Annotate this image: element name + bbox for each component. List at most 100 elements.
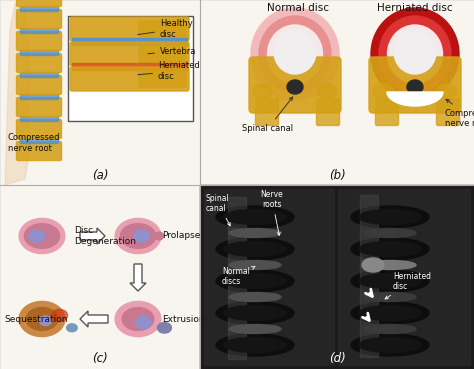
FancyBboxPatch shape [369,57,461,113]
Bar [72,38,187,45]
FancyBboxPatch shape [17,97,62,117]
Ellipse shape [373,84,393,98]
Ellipse shape [274,30,316,74]
Ellipse shape [364,261,416,269]
Ellipse shape [19,301,65,337]
Bar [228,197,246,359]
Ellipse shape [122,307,154,331]
Ellipse shape [224,241,286,256]
FancyArrow shape [80,228,105,244]
Ellipse shape [216,302,294,324]
Bar [20,6,58,11]
Bar [20,138,58,143]
Ellipse shape [216,206,294,228]
FancyBboxPatch shape [70,17,189,41]
Text: Prolapse: Prolapse [162,231,201,241]
FancyBboxPatch shape [70,42,189,66]
Ellipse shape [394,30,436,74]
FancyBboxPatch shape [70,67,189,91]
Ellipse shape [155,232,164,240]
Text: (c): (c) [92,352,108,365]
Text: (d): (d) [328,352,346,365]
FancyArrow shape [130,264,146,291]
Text: Sequestration: Sequestration [4,314,67,324]
Text: Vertebra: Vertebra [148,46,196,55]
Ellipse shape [157,323,172,333]
Ellipse shape [115,301,161,337]
Bar [72,63,187,70]
FancyBboxPatch shape [437,99,459,125]
FancyArrow shape [80,311,108,327]
Bar [20,94,58,99]
Ellipse shape [407,80,423,94]
FancyBboxPatch shape [139,71,186,87]
Bar [20,50,58,55]
Ellipse shape [359,306,421,321]
Bar [200,185,474,369]
Ellipse shape [388,25,443,83]
Bar [68,16,193,121]
Bar [20,28,58,33]
Ellipse shape [216,270,294,292]
Text: Herniated disc: Herniated disc [377,3,453,13]
Ellipse shape [216,334,294,356]
Ellipse shape [134,230,149,242]
Text: Nerve
roots: Nerve roots [261,190,283,235]
Text: Compressed
nerve root: Compressed nerve root [8,133,61,153]
Ellipse shape [229,324,281,334]
Ellipse shape [229,228,281,238]
FancyBboxPatch shape [375,99,399,125]
Ellipse shape [224,210,286,224]
Ellipse shape [67,324,77,332]
Ellipse shape [437,84,457,98]
FancyBboxPatch shape [317,99,339,125]
Text: Spinal
canal: Spinal canal [206,194,230,226]
Ellipse shape [267,25,322,83]
FancyBboxPatch shape [17,120,62,138]
Text: Normal
discs: Normal discs [222,266,255,286]
FancyBboxPatch shape [17,10,62,28]
Text: Disc
Degeneration: Disc Degeneration [74,226,136,246]
Ellipse shape [351,302,429,324]
Bar [20,116,58,121]
Text: Extrusion: Extrusion [162,314,205,324]
Text: Normal disc: Normal disc [267,3,329,13]
Ellipse shape [251,8,339,100]
Ellipse shape [364,228,416,238]
Ellipse shape [259,16,331,92]
Ellipse shape [351,206,429,228]
FancyBboxPatch shape [17,54,62,72]
Bar [338,189,470,365]
Ellipse shape [253,84,273,98]
Ellipse shape [364,293,416,301]
Text: Healthy
disc: Healthy disc [138,19,193,39]
Ellipse shape [52,309,67,322]
Ellipse shape [29,230,45,242]
Ellipse shape [351,270,429,292]
Bar [0,185,200,369]
FancyBboxPatch shape [249,57,341,113]
Text: (b): (b) [328,169,346,182]
FancyBboxPatch shape [17,141,62,161]
Bar [204,189,334,365]
Ellipse shape [317,84,337,98]
Ellipse shape [351,334,429,356]
FancyBboxPatch shape [139,21,186,37]
Text: Spinal canal: Spinal canal [242,97,293,133]
Text: Compressed
nerve root: Compressed nerve root [445,99,474,128]
Ellipse shape [287,80,303,94]
Ellipse shape [351,238,429,260]
Ellipse shape [229,261,281,269]
Ellipse shape [26,307,58,331]
Ellipse shape [115,218,161,254]
FancyBboxPatch shape [17,31,62,51]
Bar [20,72,58,77]
Ellipse shape [19,218,65,254]
Bar [200,185,474,369]
Text: (a): (a) [92,169,108,182]
FancyBboxPatch shape [17,0,62,7]
Ellipse shape [359,241,421,256]
Polygon shape [387,92,443,106]
Text: Herniated
disc: Herniated disc [385,272,431,299]
Ellipse shape [359,338,421,352]
